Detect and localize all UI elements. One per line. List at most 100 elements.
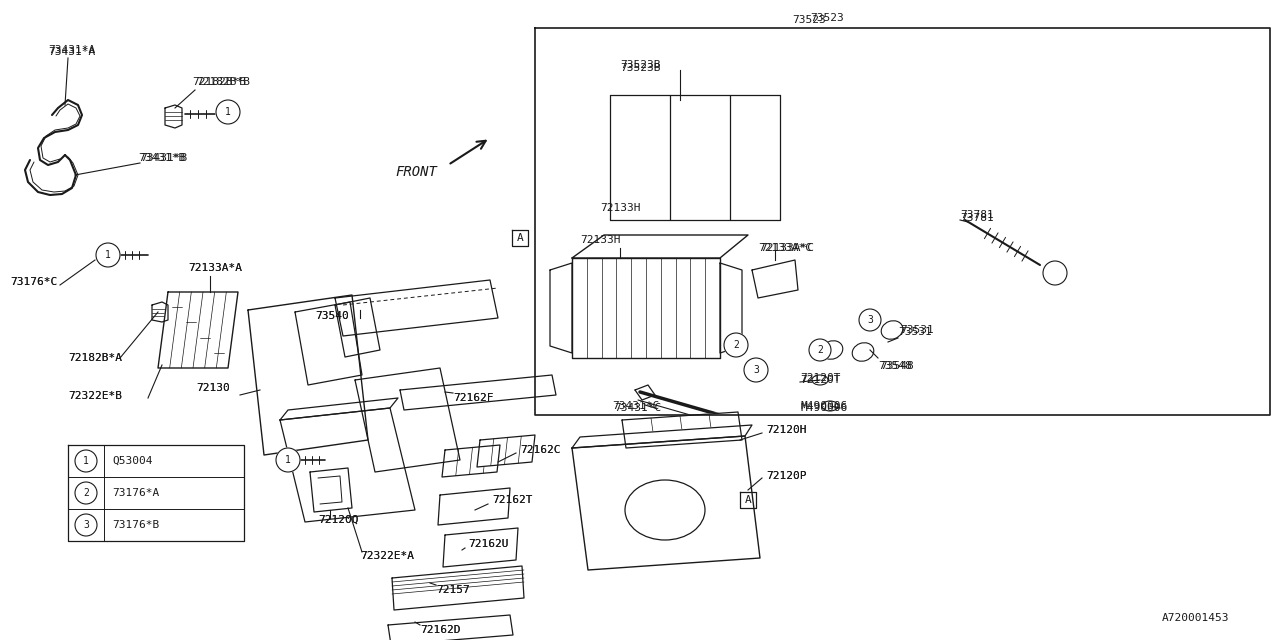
Text: 72133A*C: 72133A*C — [758, 243, 812, 253]
Ellipse shape — [852, 343, 874, 361]
Text: 72182B*B: 72182B*B — [192, 77, 246, 87]
Text: 72157: 72157 — [436, 585, 470, 595]
Circle shape — [809, 339, 831, 361]
Polygon shape — [280, 408, 415, 522]
Text: 73781: 73781 — [960, 210, 993, 220]
Text: 73176*C: 73176*C — [10, 277, 58, 287]
Text: 2: 2 — [817, 345, 823, 355]
Text: 2: 2 — [83, 488, 88, 498]
Text: 73523B: 73523B — [620, 63, 660, 73]
Text: 72120P: 72120P — [765, 471, 806, 481]
Text: 72133A*A: 72133A*A — [188, 263, 242, 273]
Text: 72157: 72157 — [436, 585, 470, 595]
Text: 73431*B: 73431*B — [138, 153, 186, 163]
Polygon shape — [572, 258, 721, 358]
Text: 72162D: 72162D — [420, 625, 461, 635]
Text: 72120T: 72120T — [800, 373, 841, 383]
Text: 72322E*A: 72322E*A — [360, 551, 413, 561]
Ellipse shape — [625, 480, 705, 540]
Text: 73431*A: 73431*A — [49, 45, 95, 55]
Text: 73540: 73540 — [315, 311, 348, 321]
Text: 72133H: 72133H — [580, 235, 621, 245]
Polygon shape — [477, 435, 535, 467]
Circle shape — [76, 514, 97, 536]
Text: FRONT: FRONT — [396, 165, 436, 179]
Polygon shape — [443, 528, 518, 567]
Text: 73523: 73523 — [810, 13, 844, 23]
Polygon shape — [294, 302, 362, 385]
Text: 3: 3 — [867, 315, 873, 325]
Text: 72130: 72130 — [196, 383, 229, 393]
Text: Q53004: Q53004 — [113, 456, 152, 466]
Text: 73540: 73540 — [315, 311, 348, 321]
Text: 72120Q: 72120Q — [317, 515, 358, 525]
Text: 1: 1 — [285, 455, 291, 465]
Polygon shape — [572, 425, 753, 448]
Circle shape — [859, 309, 881, 331]
Polygon shape — [401, 375, 556, 410]
Text: M490006: M490006 — [800, 401, 847, 411]
Text: 72133A*C: 72133A*C — [760, 243, 814, 253]
Text: 72120Q: 72120Q — [317, 515, 358, 525]
Polygon shape — [572, 235, 748, 258]
Polygon shape — [721, 263, 742, 353]
Text: 73523B: 73523B — [620, 60, 660, 70]
Text: 72162U: 72162U — [468, 539, 508, 549]
Text: 3: 3 — [83, 520, 88, 530]
Ellipse shape — [812, 375, 828, 385]
Text: 72322E*A: 72322E*A — [360, 551, 413, 561]
Text: 73176*C: 73176*C — [10, 277, 58, 287]
Text: 72133A*A: 72133A*A — [188, 263, 242, 273]
Text: A720001453: A720001453 — [1162, 613, 1230, 623]
Text: 73176*B: 73176*B — [113, 520, 159, 530]
Text: 1: 1 — [83, 456, 88, 466]
Text: 72162F: 72162F — [453, 393, 494, 403]
Text: 1: 1 — [225, 107, 230, 117]
Circle shape — [76, 482, 97, 504]
Circle shape — [744, 358, 768, 382]
Polygon shape — [622, 412, 742, 448]
Text: 73176*A: 73176*A — [113, 488, 159, 498]
Text: 72162T: 72162T — [492, 495, 532, 505]
Text: 73548: 73548 — [881, 361, 914, 371]
Text: 72162C: 72162C — [520, 445, 561, 455]
Text: 73523: 73523 — [792, 15, 826, 25]
Text: 72133H: 72133H — [600, 203, 640, 213]
Polygon shape — [152, 302, 168, 322]
Polygon shape — [550, 263, 572, 353]
Text: 72322E*B: 72322E*B — [68, 391, 122, 401]
Polygon shape — [355, 368, 460, 472]
Text: 72322E*B: 72322E*B — [68, 391, 122, 401]
Text: 73431*C: 73431*C — [614, 403, 662, 413]
Polygon shape — [572, 436, 760, 570]
Text: 72162F: 72162F — [453, 393, 494, 403]
Text: 72120H: 72120H — [765, 425, 806, 435]
Text: 73531: 73531 — [899, 327, 932, 337]
Text: 73431*C: 73431*C — [612, 401, 659, 411]
Polygon shape — [165, 105, 182, 128]
Text: 72120P: 72120P — [765, 471, 806, 481]
Text: 73431*A: 73431*A — [49, 47, 95, 57]
Text: 72182B*B: 72182B*B — [196, 77, 250, 87]
Text: 73531: 73531 — [900, 325, 933, 335]
Text: 72130: 72130 — [196, 383, 229, 393]
Polygon shape — [280, 398, 398, 420]
Text: 73548: 73548 — [878, 361, 911, 371]
Polygon shape — [442, 445, 500, 477]
Text: 72162D: 72162D — [420, 625, 461, 635]
Text: 72182B*A: 72182B*A — [68, 353, 122, 363]
Ellipse shape — [822, 340, 842, 359]
Text: A: A — [517, 233, 524, 243]
Circle shape — [724, 333, 748, 357]
Polygon shape — [157, 292, 238, 368]
Polygon shape — [753, 260, 797, 298]
Text: 3: 3 — [753, 365, 759, 375]
Text: 72162C: 72162C — [520, 445, 561, 455]
Text: 72120H: 72120H — [765, 425, 806, 435]
Polygon shape — [388, 615, 513, 640]
Text: 73781: 73781 — [960, 213, 993, 223]
Text: 1: 1 — [105, 250, 111, 260]
Circle shape — [216, 100, 241, 124]
Circle shape — [276, 448, 300, 472]
Text: 72162U: 72162U — [468, 539, 508, 549]
